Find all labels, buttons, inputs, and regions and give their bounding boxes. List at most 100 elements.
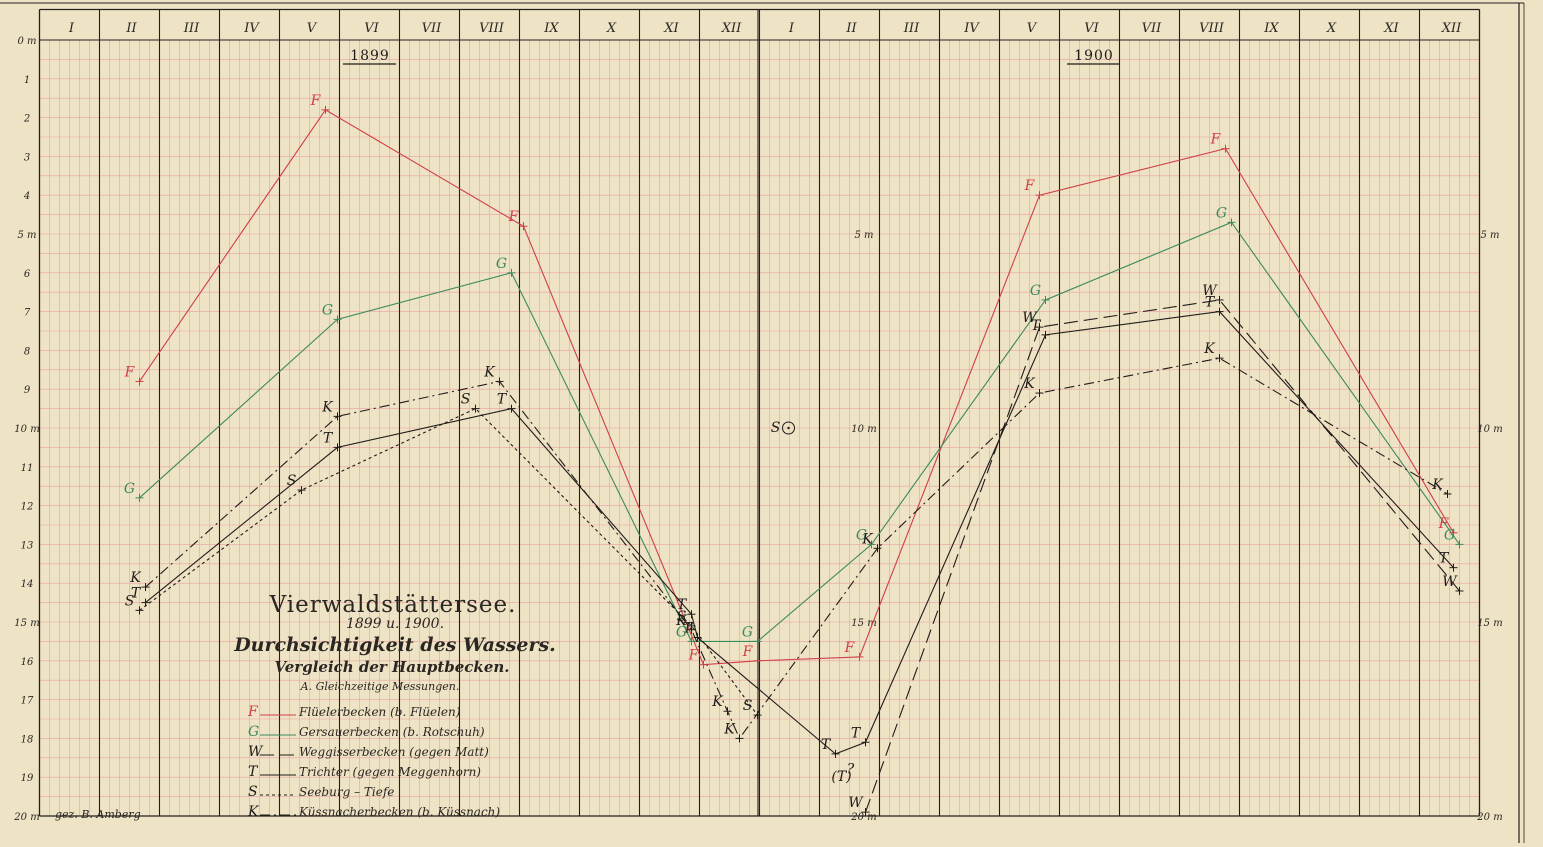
point-label-K: K [723, 721, 736, 737]
point-label-G: G [1444, 527, 1455, 543]
month-label: VII [422, 21, 443, 36]
annotation-dot [787, 426, 790, 430]
depth-inner-label: 10 m [851, 424, 876, 435]
month-label: I [68, 21, 75, 36]
series-line-W [864, 299, 1460, 813]
point-label-K: K [1431, 477, 1444, 493]
point-label-T: T [497, 392, 508, 408]
series-line-S [139, 407, 758, 716]
point-label-W: W [1022, 310, 1038, 326]
point-label-F: F [742, 644, 754, 660]
month-label: IV [963, 21, 980, 36]
point-label-T: T [1205, 295, 1216, 311]
chart-subheading-2: A. Gleichzeitige Messungen. [300, 680, 460, 693]
point-label-S: S [287, 473, 297, 489]
point-label-T: T [677, 597, 688, 613]
point-label-W: W [848, 795, 864, 811]
point-label-T: T [323, 430, 334, 446]
legend-key: F [247, 704, 259, 720]
month-label: IX [1263, 21, 1279, 36]
point-label-S: S [461, 392, 471, 408]
depth-tick-label: 0 m [17, 36, 36, 47]
point-label-G: G [322, 302, 333, 318]
point-label-G: G [496, 256, 507, 272]
point-label-G: G [856, 527, 867, 543]
depth-tick-label: 1 [24, 75, 30, 86]
point-label-W: W [1442, 574, 1458, 590]
depth-tick-label: 13 [21, 540, 34, 551]
point-label-F: F [124, 364, 136, 380]
depth-inner-label: 5 m [854, 230, 873, 241]
depth-right-label: 5 m [1480, 230, 1499, 241]
point-label-F: F [508, 209, 520, 225]
title-block: Vierwaldstättersee. 1899 u. 1900. Durchs… [233, 592, 556, 693]
annotations: S (T)? [771, 420, 855, 785]
legend-label: Küssnacherbecken (b. Küssnach) [298, 805, 500, 819]
annotation-label: S [771, 420, 781, 436]
point-label-F: F [1438, 516, 1450, 532]
month-label: III [903, 21, 920, 36]
month-label: XI [1383, 21, 1399, 36]
point-label-F: F [310, 93, 322, 109]
month-label: XII [1441, 21, 1462, 36]
month-label: X [1326, 21, 1337, 36]
chart-subheading: Vergleich der Hauptbecken. [275, 658, 510, 676]
year-box-1900: 1900 [1067, 48, 1120, 65]
month-label: IX [543, 21, 559, 36]
depth-right-label: 10 m [1477, 424, 1502, 435]
chart-title: Vierwaldstättersee. [269, 592, 517, 618]
point-label-K: K [675, 613, 688, 629]
month-label: II [125, 21, 137, 36]
point-label-T: T [851, 725, 862, 741]
month-label: VI [364, 21, 379, 36]
depth-tick-label: 11 [21, 463, 34, 474]
depth-inner-label: 15 m [851, 618, 876, 629]
point-label-K: K [483, 364, 496, 380]
depth-tick-label: 20 m [13, 812, 39, 823]
chart-heading: Durchsichtigkeit des Wassers. [233, 634, 556, 656]
point-label-F: F [1024, 178, 1036, 194]
depth-right-label: 20 m [1476, 812, 1502, 823]
legend-label: Gersauerbecken (b. Rotschuh) [299, 725, 485, 739]
point-label-F: F [844, 640, 856, 656]
legend-label: Flüelerbecken (b. Flüelen) [298, 705, 461, 719]
legend-key: K [247, 804, 260, 820]
point-label-K: K [711, 694, 724, 710]
month-label: X [606, 21, 617, 36]
depth-tick-label: 16 [21, 657, 34, 668]
depth-tick-label: 3 [24, 152, 30, 163]
month-label: XI [663, 21, 679, 36]
depth-tick-label: 8 [24, 346, 30, 357]
depth-tick-label: 9 [24, 385, 31, 396]
legend-key: T [248, 764, 259, 780]
depth-right-label: 15 m [1477, 618, 1502, 629]
month-label: I [788, 21, 795, 36]
month-label: III [183, 21, 200, 36]
point-label-W: W [1202, 283, 1218, 299]
point-label-S: S [125, 593, 135, 609]
point-label-T: T [821, 737, 832, 753]
point-label-S: S [743, 698, 753, 714]
point-label-G: G [742, 624, 753, 640]
depth-tick-label: 6 [24, 269, 31, 280]
month-label: VIII [479, 21, 505, 36]
point-label-F: F [1210, 132, 1222, 148]
depth-tick-label: 19 [21, 773, 34, 784]
year-box-1899: 1899 [343, 48, 396, 65]
point-label-G: G [1030, 283, 1041, 299]
point-label-F: F [688, 648, 700, 664]
point-label-G: G [124, 481, 135, 497]
point-label-K: K [129, 570, 142, 586]
point-label-S: S [677, 609, 687, 625]
annotation-label: ? [847, 761, 855, 777]
point-label-G: G [676, 624, 687, 640]
year-label-1900: 1900 [1074, 48, 1114, 64]
depth-tick-label: 4 [23, 191, 30, 202]
series-line-K [145, 357, 1448, 740]
point-label-K: K [861, 531, 874, 547]
point-label-T: T [131, 586, 142, 602]
